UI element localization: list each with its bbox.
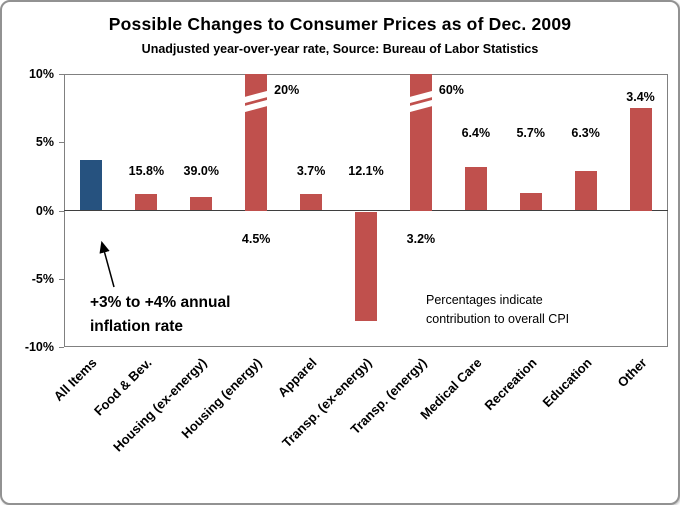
x-category-label: Medical Care [417,355,485,423]
y-tick-label: 10% [28,67,54,81]
bar-weight-label: 4.5% [241,232,271,246]
bar-value-label: 60% [438,83,464,97]
annotation-inflation-note: +3% to +4% annual inflation rate [90,291,230,339]
bar-value-label: 12.1% [348,164,384,178]
bar-value-label: 6.3% [571,126,600,140]
annotation-inflation-line2: inflation rate [90,318,184,335]
y-tick-label: -10% [24,340,54,354]
y-tick-mark [59,142,64,144]
bar-value-label: 15.8% [128,164,165,178]
y-tick-mark [59,278,64,280]
x-category-label: Education [539,355,595,411]
y-tick-mark [59,347,64,348]
x-category-label: Housing (ex-energy) [110,355,210,455]
bar-food-bev [135,194,158,211]
bar-medical-care [464,166,487,211]
annotation-cpi-line1: Percentages indicate [426,293,543,307]
x-category-label: Transp. (energy) [347,355,430,438]
annotation-cpi-note: Percentages indicate contribution to ove… [426,291,569,329]
bar-housing-energy [239,74,273,211]
bar-education [574,170,597,211]
y-tick-mark [59,74,64,75]
annotation-cpi-line2: contribution to overall CPI [426,312,570,326]
bar-other [629,108,652,211]
bar-transp-energy [404,74,438,211]
y-tick-label: -5% [31,271,54,286]
annotation-inflation-line1: +3% to +4% annual [90,294,231,311]
y-tick-label: 0% [35,203,54,218]
x-category-label: Apparel [274,355,320,400]
bar-recreation [519,192,542,211]
chart-title: Possible Changes to Consumer Prices as o… [108,14,572,34]
bar-value-label: 20% [274,83,300,97]
bar-all-items [80,159,103,211]
bar-value-label: 3.4% [626,90,655,104]
x-category-label: Food & Bev. [91,355,155,419]
x-category-label: Transp. (ex-energy) [279,355,375,451]
bar-housing-ex-energy [190,196,213,211]
bar-value-label: 5.7% [516,126,545,140]
bar-value-label: 6.4% [461,126,491,140]
bar-value-label: 3.7% [296,164,326,178]
chart-subtitle: Unadjusted year-over-year rate, Source: … [141,42,539,56]
bar-transp-ex-energy [355,211,377,321]
x-category-label: Recreation [481,355,540,414]
bar-apparel [300,194,323,211]
y-tick-label: 5% [35,135,54,150]
x-category-label: Housing (energy) [178,355,265,442]
zero-axis-line [64,210,668,211]
bar-weight-label: 3.2% [406,232,436,246]
y-tick-mark [59,210,64,212]
x-category-label: Other [614,355,650,391]
bar-value-label: 39.0% [183,164,219,178]
